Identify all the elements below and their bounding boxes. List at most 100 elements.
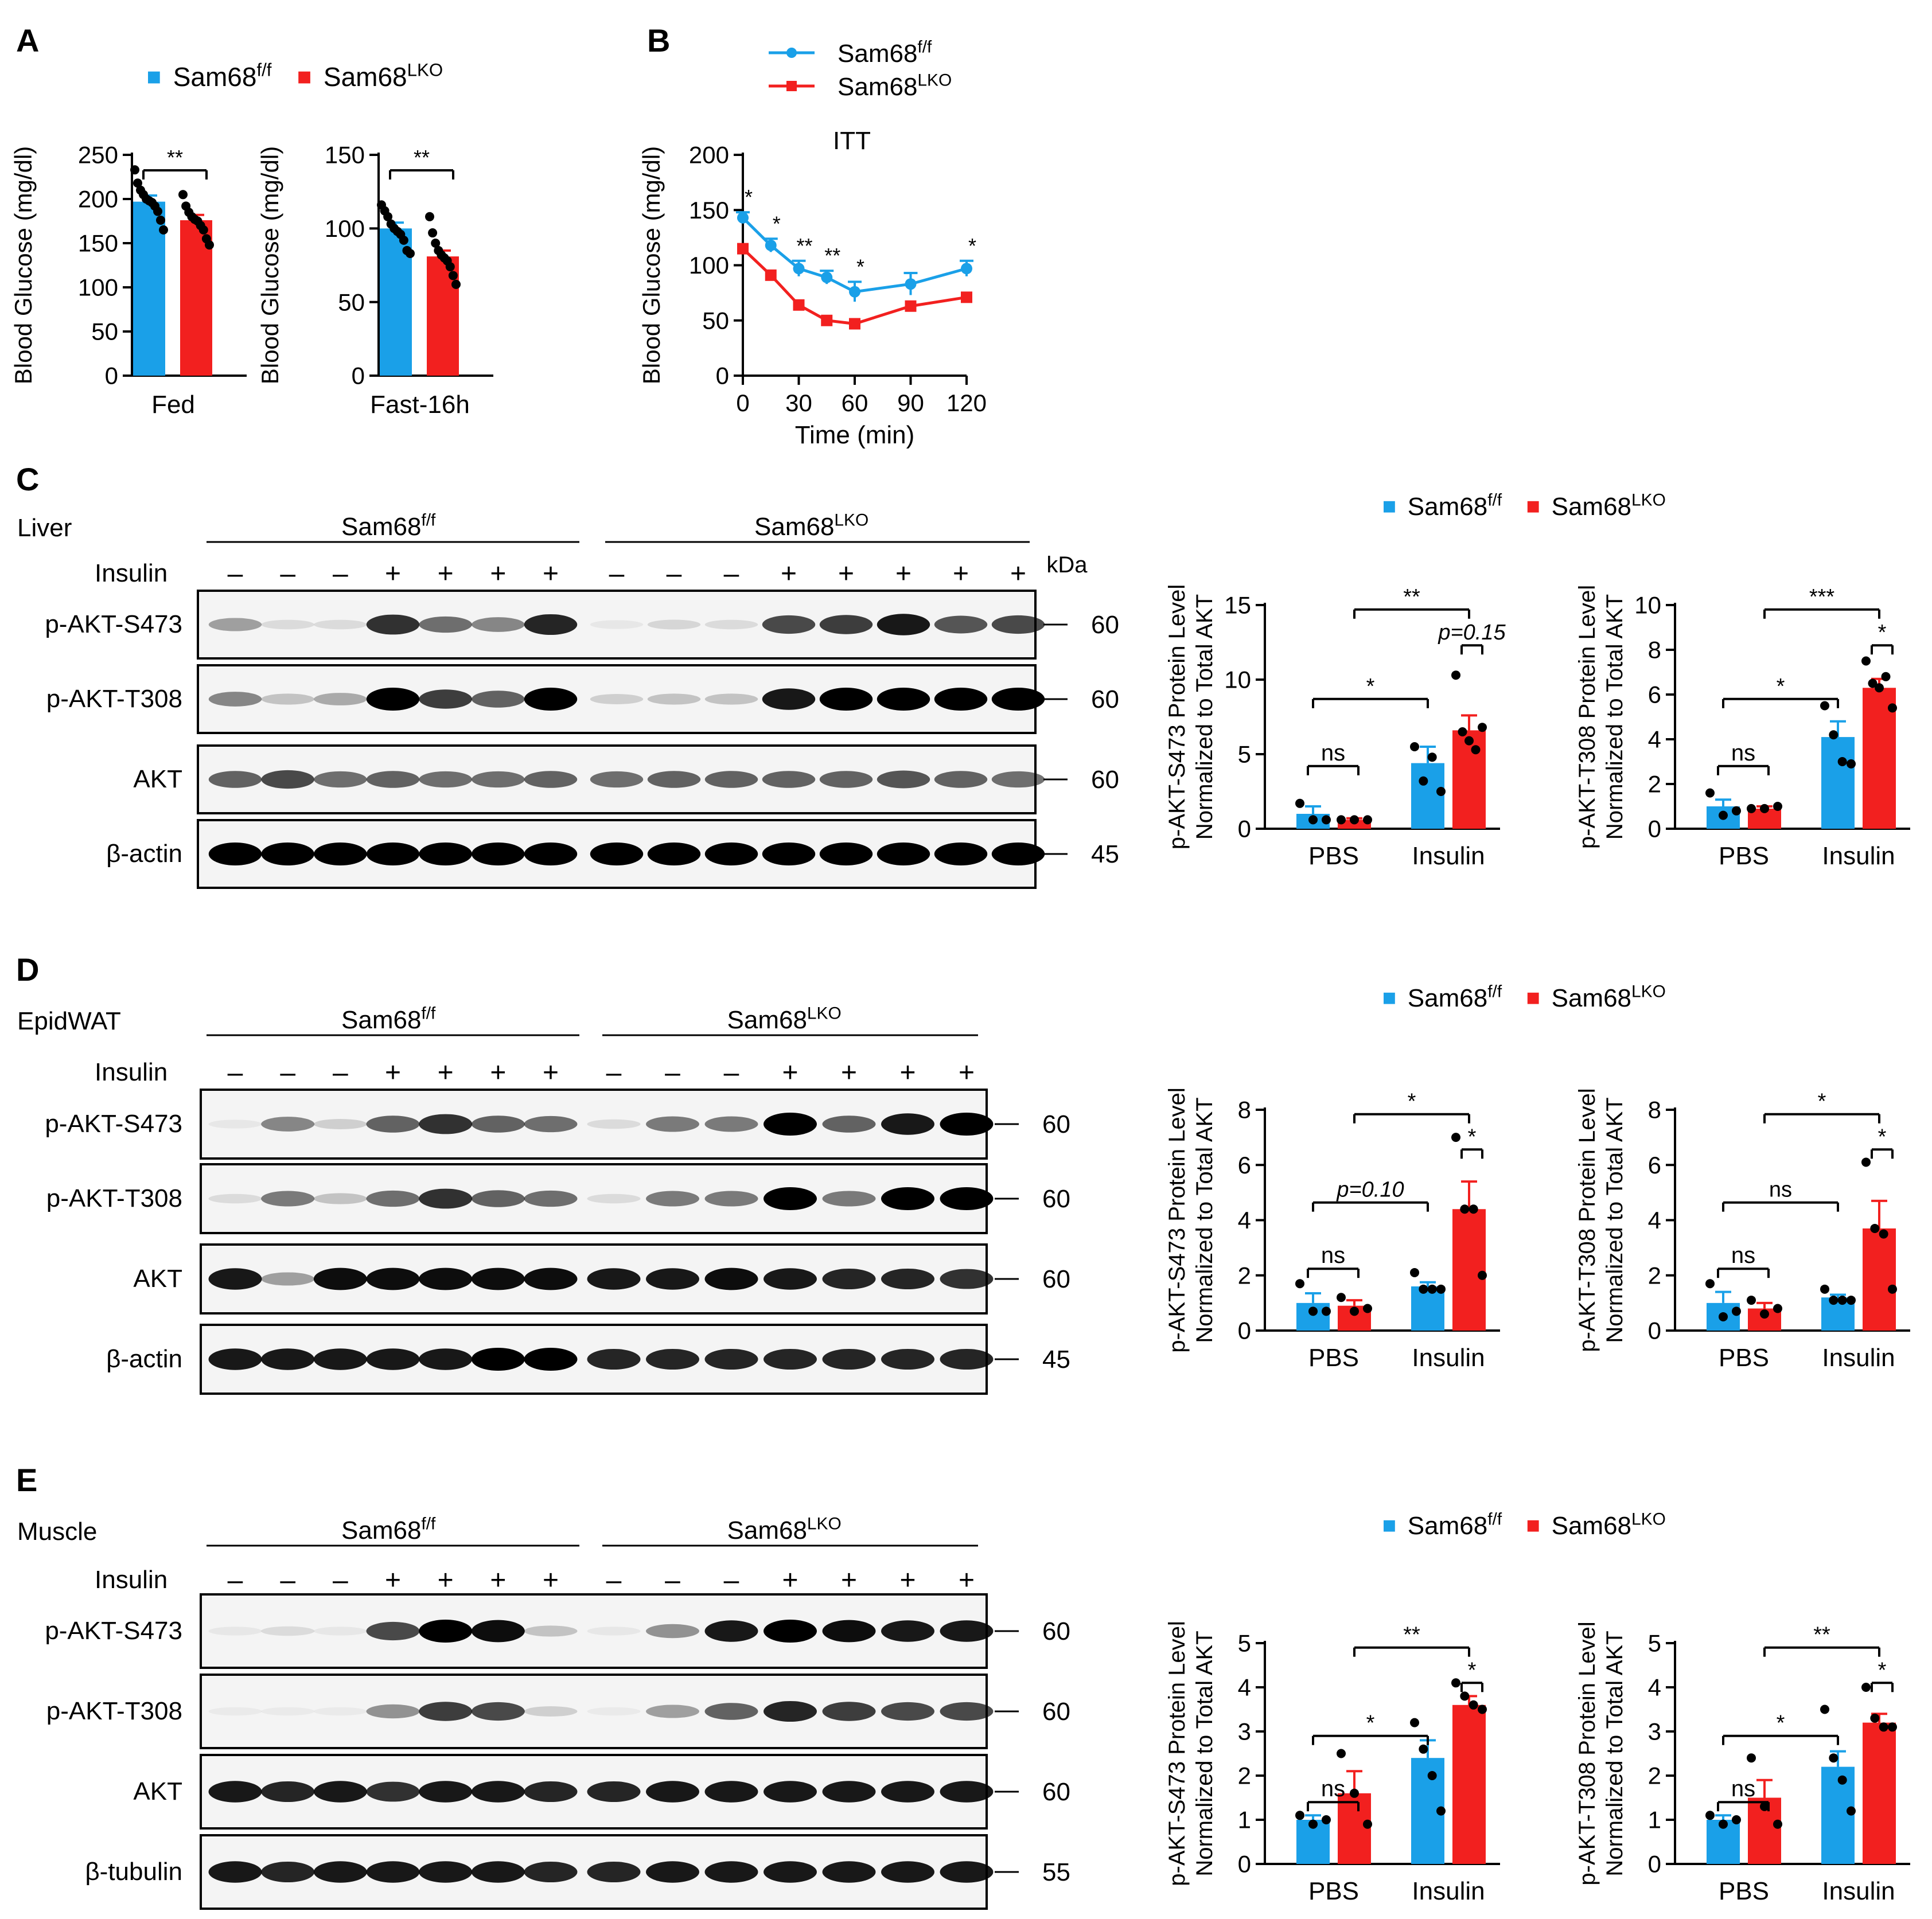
quant-D1-bar-ff	[1411, 1286, 1444, 1331]
blotD-band	[940, 1348, 994, 1370]
blotC-kda-value: 60	[1091, 611, 1119, 639]
quant-C2-sig-insulin-label: *	[1878, 621, 1887, 645]
quant-D1-dot-lko	[1478, 1270, 1487, 1280]
quant-E1-bar-lko	[1338, 1793, 1371, 1864]
quant-C1-sig-lko-label: **	[1403, 585, 1420, 609]
blotC-band	[647, 771, 701, 788]
quant-C1-dot-lko	[1471, 745, 1481, 755]
blotE-insulin-sign: +	[959, 1565, 975, 1596]
quant-C2-ylabel-line1: p-AKT-T308 Protein Level	[1575, 585, 1600, 849]
blotD-band	[471, 1115, 525, 1133]
blotD-band	[419, 1114, 473, 1134]
blotC-band	[366, 688, 420, 711]
blotC-band	[647, 693, 701, 705]
panelA-dot-lko	[178, 190, 188, 200]
blotC-row-label: p-AKT-S473	[45, 610, 182, 638]
panelB-sig: *	[745, 185, 753, 209]
quant-E1-dot-lko	[1460, 1691, 1470, 1701]
panelA-dot-ff	[383, 212, 393, 221]
blotE-band	[646, 1705, 699, 1718]
quant-C1-sig-insulin-label: p=0.15	[1438, 621, 1506, 645]
quant-E1-dot-ff	[1322, 1815, 1331, 1824]
legend-swatch-ff	[148, 71, 160, 84]
panelB-point-lko	[905, 300, 917, 312]
panelB-xlabel: Time (min)	[795, 421, 915, 449]
blotD-insulin-sign: –	[280, 1058, 295, 1088]
quant-D2-ylabel-line2: Normalized to Total AKT	[1602, 1097, 1627, 1343]
blotC-band	[366, 843, 420, 865]
blotD-band	[208, 1120, 262, 1129]
panelA-chart1-y-tick-label: 150	[325, 142, 365, 169]
blotD-band	[822, 1115, 876, 1133]
quant-E1-y-tick-label: 1	[1238, 1807, 1251, 1834]
blotD-band	[261, 1191, 315, 1207]
blotE-insulin-sign: –	[333, 1565, 348, 1596]
blotD-insulin-sign: –	[665, 1058, 680, 1088]
quant-E2-sig-ff-label: *	[1777, 1711, 1785, 1735]
panelB-sig: **	[824, 244, 840, 267]
blotC-band	[819, 843, 873, 865]
quant-E2-dot-lko	[1888, 1722, 1897, 1732]
quant-C2-y-tick-label: 8	[1648, 637, 1661, 664]
quant-D2-dot-ff	[1829, 1296, 1838, 1305]
blotC-band	[704, 843, 758, 865]
blotE-band	[366, 1704, 420, 1719]
blotE-band	[822, 1861, 876, 1883]
legend-swatch-lko	[298, 71, 310, 84]
blotD-kda-value: 45	[1042, 1345, 1070, 1374]
panelB-point-lko	[793, 299, 805, 311]
quant-D1-sig-insulin-label: *	[1468, 1125, 1477, 1149]
blotE-band	[471, 1781, 525, 1803]
blotD-band	[313, 1119, 367, 1129]
quant-D2-dot-lko	[1773, 1304, 1782, 1313]
blotD-band	[313, 1267, 367, 1290]
quant-E2-sig-pbs-label: ns	[1731, 1776, 1755, 1801]
panelB-point-ff	[765, 239, 777, 251]
legend-swatch-lko	[1527, 992, 1539, 1004]
blotD-band	[419, 1267, 473, 1290]
blotE-band	[419, 1861, 473, 1883]
blotD-band	[587, 1119, 641, 1129]
quant-C2-y-tick-label: 10	[1634, 592, 1661, 619]
panelA-dot-lko	[428, 228, 438, 238]
blotD-kda-value: 60	[1042, 1265, 1070, 1293]
blotE-band	[261, 1861, 315, 1883]
blotD-insulin-sign: –	[606, 1058, 622, 1088]
blotE-insulin-sign: –	[665, 1565, 680, 1596]
quant-E2-dot-ff	[1829, 1753, 1838, 1763]
blotE-band	[419, 1702, 473, 1721]
quant-E1-y-tick-label: 3	[1238, 1718, 1251, 1745]
legend-label-lko: Sam68LKO	[324, 60, 443, 92]
quant-D1-y-tick-label: 0	[1238, 1317, 1251, 1344]
quant-D2-dot-ff	[1847, 1296, 1856, 1305]
blotC-insulin-sign: +	[1010, 559, 1026, 589]
quant-C1-dot-lko	[1464, 736, 1474, 746]
panelA-dot-ff	[133, 178, 142, 188]
blotE-band	[881, 1702, 934, 1721]
blotC-band	[647, 843, 701, 865]
quant-D1-dot-lko	[1469, 1204, 1478, 1214]
blotC-band	[704, 619, 758, 630]
panelA-dot-ff	[130, 165, 139, 175]
blotE-band	[881, 1781, 934, 1803]
blotC-band	[877, 770, 930, 789]
blotD-band	[419, 1188, 473, 1209]
panelA-ylabel: Blood Glucose (mg/dl)	[256, 146, 283, 385]
panelB-y-tick-label: 150	[689, 197, 729, 224]
quant-C1-bar-ff	[1411, 763, 1444, 829]
blotC-band	[208, 692, 262, 707]
blotE-insulin-sign: +	[438, 1565, 454, 1596]
blotC-band	[991, 771, 1045, 788]
blotC-band	[590, 771, 644, 788]
quant-C2-y-tick-label: 0	[1648, 816, 1661, 843]
panelB-ylabel: Blood Glucose (mg/dl)	[638, 146, 665, 385]
quant-E2-dot-ff	[1719, 1819, 1728, 1829]
quant-E2-y-tick-label: 4	[1648, 1674, 1661, 1701]
quant-C1-dot-ff	[1436, 787, 1446, 796]
blotC-band	[261, 843, 314, 865]
quant-E2-dot-ff	[1820, 1705, 1829, 1714]
blotD-band	[646, 1116, 699, 1132]
blotD-insulin-label: Insulin	[95, 1058, 168, 1086]
panelB-y-tick-label: 50	[702, 307, 729, 334]
quant-E1-dot-ff	[1295, 1811, 1304, 1820]
